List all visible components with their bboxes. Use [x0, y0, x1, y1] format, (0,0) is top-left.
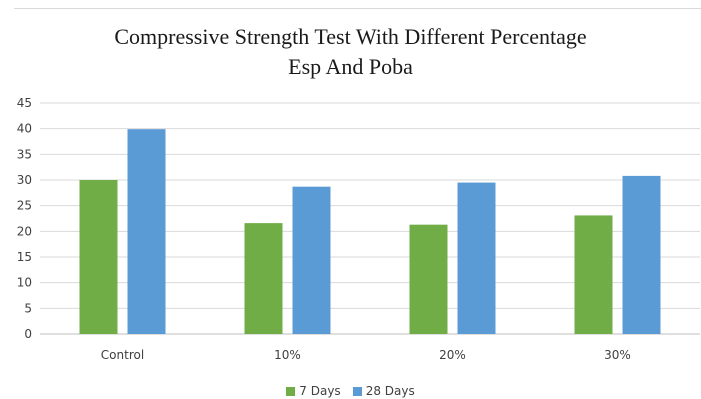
legend-label-28-days: 28 Days — [365, 384, 415, 398]
legend-label-7-days: 7 Days — [299, 384, 341, 398]
bar-chart-plot: 0 5 10 15 20 25 30 35 40 45 Control 10% 20% 30% — [17, 96, 700, 362]
y-tick-label: 0 — [24, 327, 32, 341]
x-category-label: Control — [101, 348, 144, 362]
y-tick-label: 25 — [17, 199, 32, 213]
chart-title: Compressive Strength Test With Different… — [0, 22, 701, 82]
x-category-label: 30% — [604, 348, 631, 362]
chart-frame-top-border — [14, 8, 701, 9]
x-category-label: 20% — [439, 348, 466, 362]
legend-swatch-28-days — [352, 386, 362, 396]
y-tick-label: 20 — [17, 224, 32, 238]
bar-28-days-10pct — [292, 186, 331, 334]
bar-28-days-control — [127, 129, 166, 334]
y-tick-label: 30 — [17, 173, 32, 187]
legend-item-28-days: 28 Days — [352, 384, 415, 398]
chart-legend: 7 Days 28 Days — [0, 384, 701, 398]
y-tick-label: 40 — [17, 122, 32, 136]
legend-item-7-days: 7 Days — [286, 384, 341, 398]
bar-28-days-20pct — [457, 182, 496, 334]
chart-title-line-1: Compressive Strength Test With Different… — [114, 24, 587, 49]
y-tick-label: 35 — [17, 147, 32, 161]
bar-7-days-20pct — [409, 224, 448, 334]
bar-7-days-control — [79, 180, 118, 334]
y-tick-label: 15 — [17, 250, 32, 264]
x-category-label: 10% — [274, 348, 301, 362]
y-tick-label: 45 — [17, 96, 32, 110]
bar-7-days-30pct — [574, 215, 613, 334]
y-tick-label: 5 — [24, 301, 32, 315]
chart-title-line-2: Esp And Poba — [288, 54, 413, 79]
legend-swatch-7-days — [286, 386, 296, 396]
bar-28-days-30pct — [622, 175, 661, 334]
y-tick-label: 10 — [17, 276, 32, 290]
bar-7-days-10pct — [244, 223, 283, 334]
